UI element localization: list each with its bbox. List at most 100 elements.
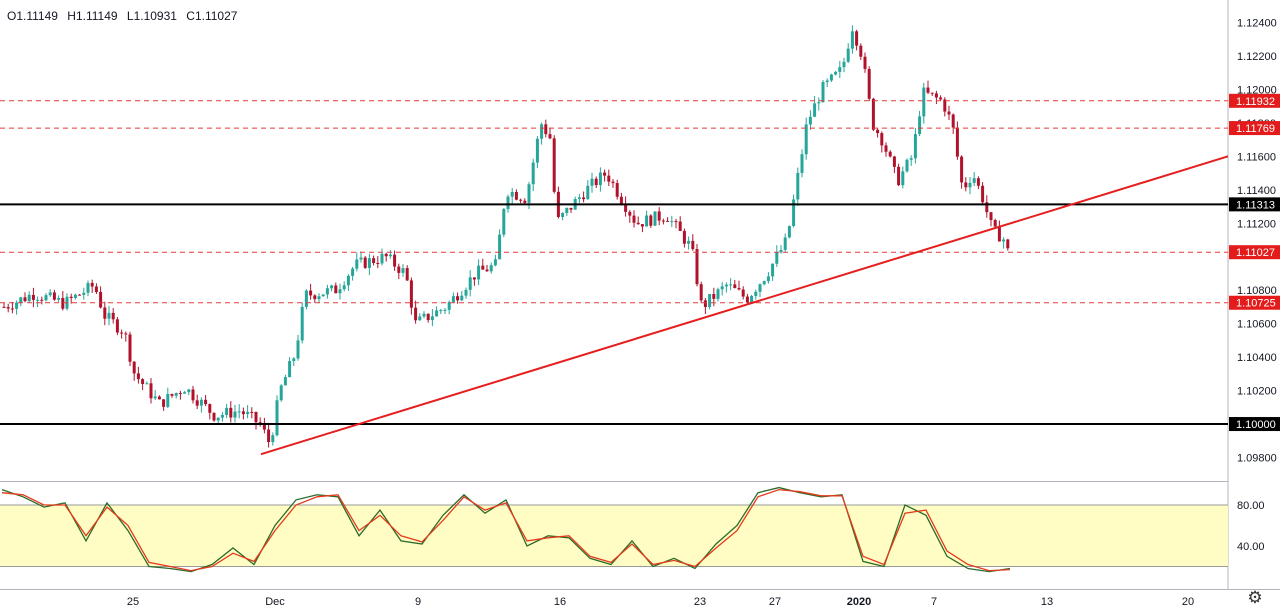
candle-up <box>292 358 296 362</box>
candle-up <box>220 414 224 418</box>
candle-up <box>346 275 350 286</box>
candle-up <box>36 299 40 301</box>
y-tick-label: 1.10800 <box>1237 285 1277 297</box>
candle-down <box>426 313 430 321</box>
candle-down <box>241 411 245 415</box>
candle-up <box>821 82 825 103</box>
candle-down <box>250 411 254 413</box>
stoch-d-line <box>1 488 1011 572</box>
candle-up <box>330 285 334 289</box>
candle-down <box>195 400 199 406</box>
candle-down <box>254 412 258 423</box>
price-label-1.10000 <box>1229 417 1280 432</box>
candle-up <box>779 249 783 253</box>
candle-down <box>136 373 140 380</box>
candle-up <box>901 171 905 186</box>
candle-up <box>762 281 766 285</box>
candle-down <box>115 319 119 333</box>
candle-up <box>57 298 61 300</box>
candle-up <box>246 411 250 415</box>
candle-down <box>544 124 548 135</box>
y-tick-label: 1.12000 <box>1237 84 1277 96</box>
candle-up <box>796 172 800 200</box>
candle-down <box>930 92 934 94</box>
candle-up <box>577 197 581 200</box>
candle-up <box>342 285 346 290</box>
candle-up <box>804 124 808 155</box>
candle-down <box>414 307 418 321</box>
candle-up <box>506 196 510 209</box>
candle-down <box>372 258 376 264</box>
candle-up <box>464 289 468 296</box>
candle-down <box>628 211 632 216</box>
candle-down <box>10 308 14 310</box>
candle-up <box>918 116 922 135</box>
candle-up <box>913 134 917 159</box>
candle-down <box>514 191 518 200</box>
candle-down <box>884 145 888 152</box>
candle-up <box>27 294 31 302</box>
candle-down <box>649 215 653 226</box>
candle-down <box>78 294 82 296</box>
candle-down <box>569 207 573 210</box>
candle-down <box>384 253 388 257</box>
trendline[interactable] <box>260 155 1229 456</box>
candle-up <box>233 411 237 418</box>
candle-up <box>451 296 455 303</box>
candle-up <box>754 291 758 297</box>
stoch-band <box>0 505 1228 567</box>
candle-down <box>960 156 964 183</box>
candle-down <box>128 334 132 362</box>
candle-up <box>447 302 451 310</box>
candle-up <box>808 116 812 125</box>
candle-up <box>401 268 405 273</box>
candle-down <box>31 294 35 300</box>
candle-up <box>708 294 712 308</box>
ohlc-readout: O1.11149 H1.11149 L1.10931 C1.11027 <box>7 9 243 23</box>
candle-down <box>678 221 682 231</box>
candle-up <box>724 284 728 287</box>
candle-down <box>397 266 401 273</box>
candle-down <box>111 312 115 320</box>
candle-down <box>405 268 409 281</box>
candle-down <box>208 404 212 413</box>
price-label-text: 1.10000 <box>1236 419 1276 431</box>
candle-down <box>258 422 262 424</box>
candle-up <box>288 361 292 378</box>
candle-up <box>813 103 817 117</box>
candle-up <box>687 240 691 244</box>
candle-up <box>418 316 422 321</box>
candle-up <box>909 158 913 160</box>
price-label-1.10725 <box>1229 295 1280 310</box>
candle-up <box>792 199 796 227</box>
candle-up <box>300 306 304 341</box>
candle-down <box>934 93 938 98</box>
price-label-text: 1.11769 <box>1236 123 1275 135</box>
ohlc-close: C1.11027 <box>186 9 238 23</box>
candle-down <box>712 294 716 299</box>
candle-up <box>477 265 481 280</box>
gear-icon[interactable]: ⚙ <box>1247 588 1263 608</box>
candle-down <box>594 178 598 186</box>
candle-down <box>981 185 985 203</box>
candle-up <box>817 102 821 104</box>
candle-up <box>325 288 329 295</box>
candle-down <box>964 182 968 188</box>
candle-up <box>422 313 426 317</box>
candle-down <box>472 277 476 280</box>
candle-up <box>107 312 111 319</box>
candle-down <box>120 332 124 334</box>
candle-up <box>720 286 724 290</box>
candle-down <box>926 87 930 93</box>
stoch-tick-label: 80.00 <box>1237 500 1265 512</box>
candle-down <box>699 284 703 301</box>
y-tick-label: 1.10600 <box>1237 319 1277 331</box>
candle-down <box>619 196 623 204</box>
candle-up <box>367 258 371 268</box>
candle-down <box>149 383 153 399</box>
candle-up <box>834 71 838 75</box>
candle-up <box>283 377 287 386</box>
candle-down <box>682 230 686 244</box>
candle-up <box>279 385 283 401</box>
